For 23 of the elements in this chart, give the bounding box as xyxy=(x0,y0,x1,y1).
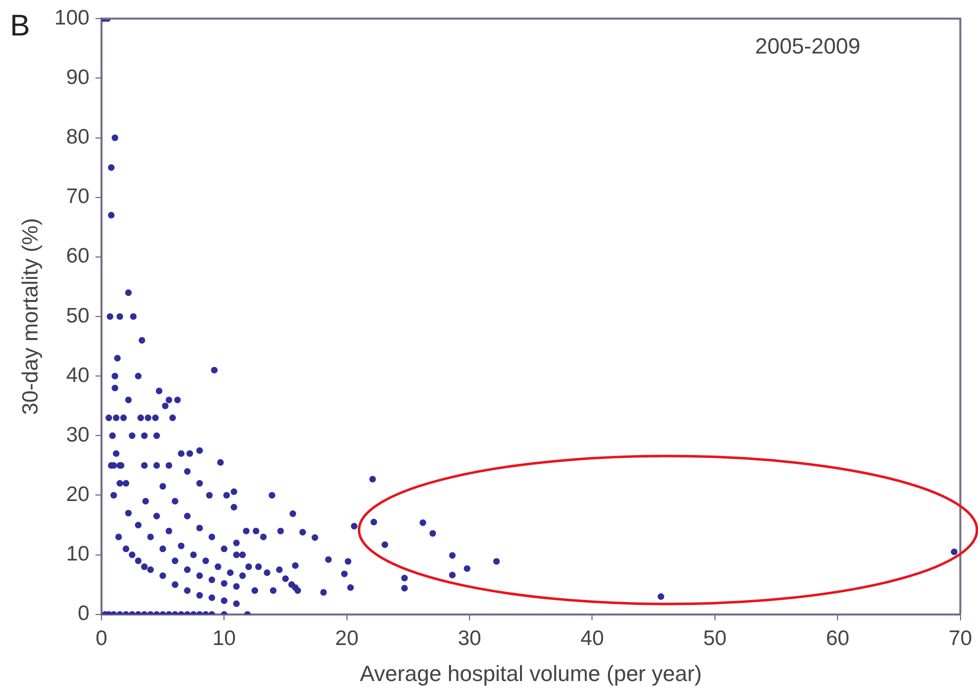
x-tick-label: 10 xyxy=(212,626,236,650)
x-tick-label: 70 xyxy=(948,626,972,650)
y-tick-label: 100 xyxy=(54,6,90,30)
y-tick-label: 10 xyxy=(66,542,90,566)
x-tick-label: 20 xyxy=(335,626,359,650)
y-tick-label: 20 xyxy=(66,483,90,506)
x-tick-label: 40 xyxy=(580,626,604,650)
y-tick-label: 70 xyxy=(66,185,90,208)
x-axis-title: Average hospital volume (per year) xyxy=(360,660,702,686)
y-tick-label: 30 xyxy=(66,423,90,446)
y-tick-label: 50 xyxy=(66,304,90,328)
text: B xyxy=(10,9,30,42)
y-tick-label: 90 xyxy=(66,66,90,89)
x-tick-label: 60 xyxy=(826,626,850,650)
x-tick-label: 30 xyxy=(458,626,482,650)
x-tick-label: 0 xyxy=(96,626,108,650)
x-tick-label: 50 xyxy=(703,626,727,650)
y-tick-label: 0 xyxy=(78,602,90,626)
y-axis-title: 30-day mortality (%) xyxy=(17,218,42,415)
y-tick-label: 40 xyxy=(66,364,90,387)
y-tick-label: 80 xyxy=(66,126,90,149)
y-tick-label: 60 xyxy=(66,244,90,268)
annotation: 2005-2009 xyxy=(755,34,860,59)
